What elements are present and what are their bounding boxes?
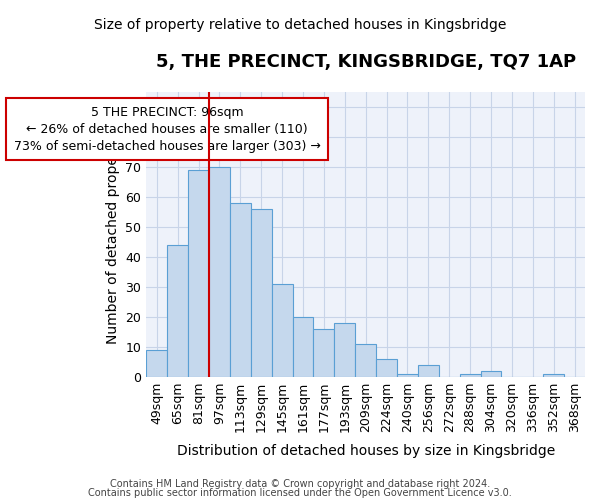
Text: 5 THE PRECINCT: 96sqm
← 26% of detached houses are smaller (110)
73% of semi-det: 5 THE PRECINCT: 96sqm ← 26% of detached … — [14, 106, 320, 152]
Bar — [460, 374, 481, 377]
Bar — [272, 284, 293, 377]
Bar — [376, 359, 397, 377]
Bar — [313, 329, 334, 377]
Bar — [251, 208, 272, 377]
Bar — [418, 365, 439, 377]
Bar — [397, 374, 418, 377]
Bar — [188, 170, 209, 377]
Y-axis label: Number of detached properties: Number of detached properties — [106, 125, 120, 344]
Bar — [334, 323, 355, 377]
Bar — [543, 374, 564, 377]
Bar — [209, 166, 230, 377]
Bar — [293, 317, 313, 377]
Text: Size of property relative to detached houses in Kingsbridge: Size of property relative to detached ho… — [94, 18, 506, 32]
Bar — [230, 202, 251, 377]
Bar — [146, 350, 167, 377]
Title: 5, THE PRECINCT, KINGSBRIDGE, TQ7 1AP: 5, THE PRECINCT, KINGSBRIDGE, TQ7 1AP — [155, 52, 576, 70]
Bar — [355, 344, 376, 377]
Bar — [167, 245, 188, 377]
Bar — [481, 371, 502, 377]
Text: Contains public sector information licensed under the Open Government Licence v3: Contains public sector information licen… — [88, 488, 512, 498]
Text: Contains HM Land Registry data © Crown copyright and database right 2024.: Contains HM Land Registry data © Crown c… — [110, 479, 490, 489]
X-axis label: Distribution of detached houses by size in Kingsbridge: Distribution of detached houses by size … — [176, 444, 555, 458]
